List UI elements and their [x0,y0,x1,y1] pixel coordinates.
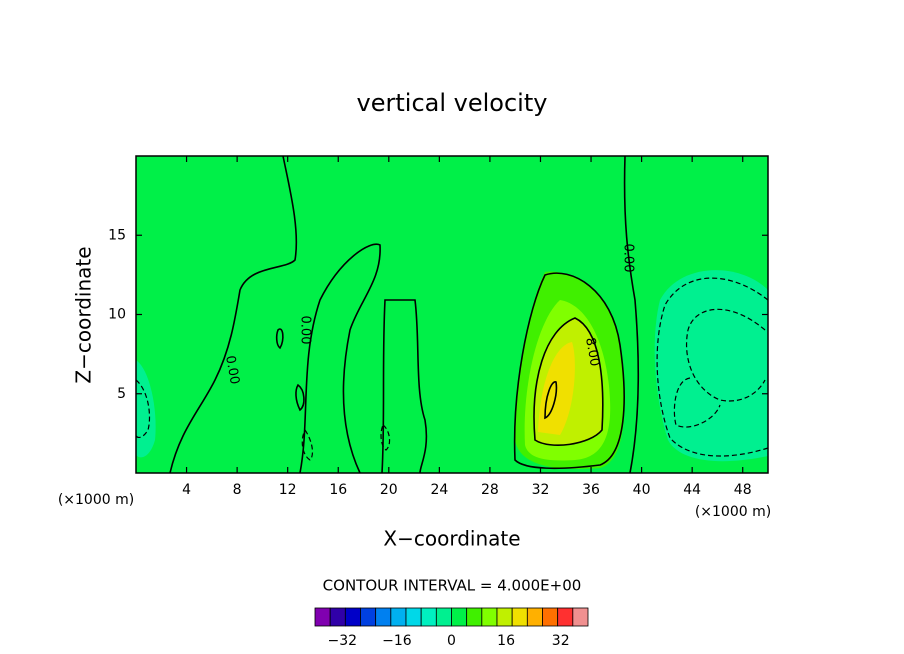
y-axis-title: Z−coordinate [72,246,96,383]
colorbar-tick-label: 16 [497,633,515,649]
colorbar-swatch [344,607,361,627]
x-tick-label: 20 [380,482,398,498]
colorbar-swatch [329,607,346,627]
contour-label: 0.00 [298,316,313,345]
x-tick-label: 12 [279,482,297,498]
colorbar-tick-label: 32 [552,633,570,649]
negative-region [654,270,768,462]
colorbar-swatch [496,607,513,627]
x-unit: (×1000 m) [695,504,771,520]
negative-region [136,360,156,458]
y-tick-label: 5 [117,386,126,402]
colorbar-tick-label: −16 [382,633,412,649]
colorbar-swatch [572,607,589,627]
x-tick-label: 28 [481,482,499,498]
colorbar-swatch [481,607,498,627]
x-tick-label: 4 [182,482,191,498]
x-tick-label: 8 [233,482,242,498]
x-tick-label: 16 [329,482,347,498]
x-tick-label: 24 [430,482,448,498]
chart-title: vertical velocity [357,89,548,117]
colorbar-swatch [405,607,422,627]
negative-contour-lines [135,277,769,461]
colorbar-swatch [390,607,407,627]
x-tick-label: 36 [582,482,600,498]
colorbar-tick-label: −32 [328,633,358,649]
y-tick-label: 10 [108,307,126,323]
contour-label: 8.00 [582,336,602,367]
colorbar-swatch [466,607,483,627]
colorbar-swatch [557,607,574,627]
contour-label: 0.00 [222,354,242,385]
y-tick-label: 15 [108,227,126,243]
colorbar-swatch [451,607,468,627]
x-axis-title: X−coordinate [383,527,520,551]
colorbar-swatch [435,607,452,627]
contour-lines [169,155,640,474]
contour-labels: 0.00 0.00 0.00 8.00 [222,244,635,386]
colorbar-swatch [314,607,331,627]
contour-interval: CONTOUR INTERVAL = 4.000E+00 [323,577,582,595]
colorbar-swatch [526,607,543,627]
x-unit: (×1000 m) [58,492,134,508]
x-tick-label: 40 [633,482,651,498]
contour-field [135,155,769,474]
colorbar-swatch [360,607,377,627]
colorbar-swatch [511,607,528,627]
x-tick-label: 48 [734,482,752,498]
x-tick-label: 32 [532,482,550,498]
x-tick-label: 44 [683,482,701,498]
contour-label: 0.00 [621,244,636,273]
colorbar-swatch [542,607,559,627]
colorbar-tick-label: 0 [447,633,456,649]
colorbar-swatch [375,607,392,627]
colorbar-swatch [420,607,437,627]
